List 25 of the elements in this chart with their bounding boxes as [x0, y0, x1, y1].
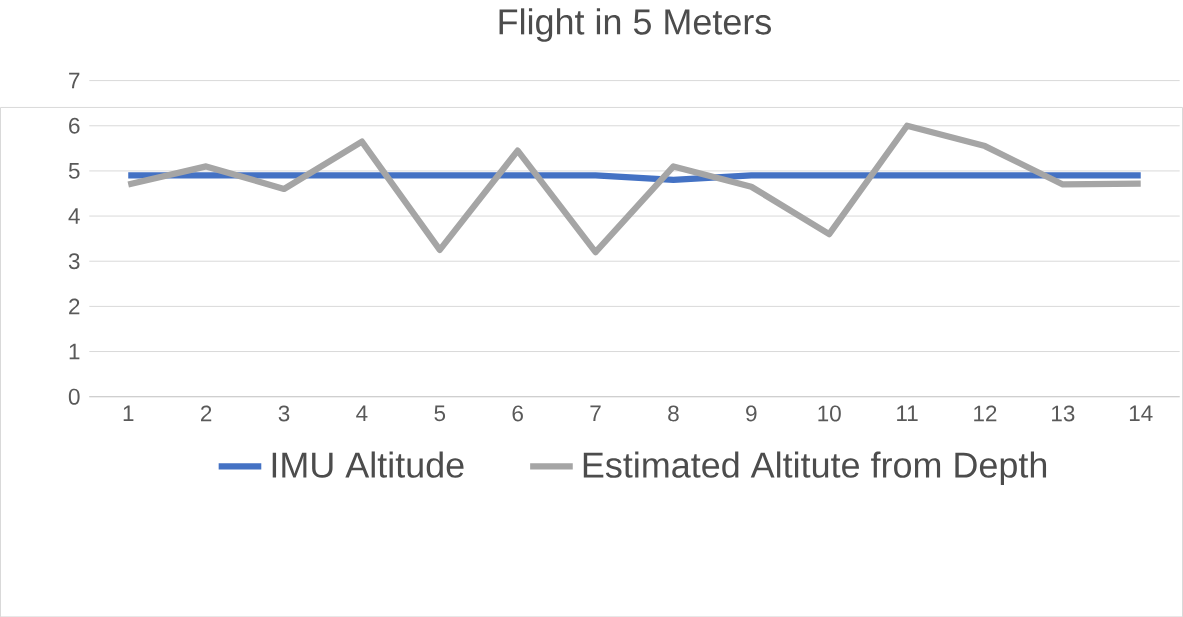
x-tick-label: 9 [746, 405, 757, 422]
x-tick-label: 1 [123, 405, 134, 421]
x-tick-label: 3 [278, 405, 290, 422]
x-tick-label: 10 [818, 405, 841, 422]
y-tick-label: 0 [68, 388, 80, 405]
y-tick-label: 5 [68, 162, 80, 179]
y-tick-label: 6 [69, 117, 80, 134]
y-tick-label: 1 [69, 343, 80, 360]
x-tick-label: 14 [1129, 405, 1153, 421]
x-tick-label: 13 [1052, 405, 1075, 422]
legend-label: IMU Altitude [272, 451, 464, 478]
x-tick-label: 11 [897, 405, 918, 421]
x-tick-label: 4 [356, 405, 368, 421]
y-tick-label: 4 [68, 208, 80, 224]
y-tick-label: 2 [69, 298, 80, 315]
y-tick-label: 3 [68, 253, 80, 269]
x-tick-label: 8 [668, 405, 679, 422]
x-tick-label: 5 [434, 405, 446, 422]
x-tick-label: 12 [974, 405, 997, 422]
x-tick-label: 6 [512, 405, 523, 422]
legend-label: Estimated Altitute from Depth [583, 451, 1047, 485]
x-tick-label: 7 [590, 405, 601, 421]
y-tick-label: 7 [69, 72, 80, 89]
chart-title: Flight in 5 Meters [499, 8, 771, 42]
x-tick-label: 2 [201, 405, 212, 422]
